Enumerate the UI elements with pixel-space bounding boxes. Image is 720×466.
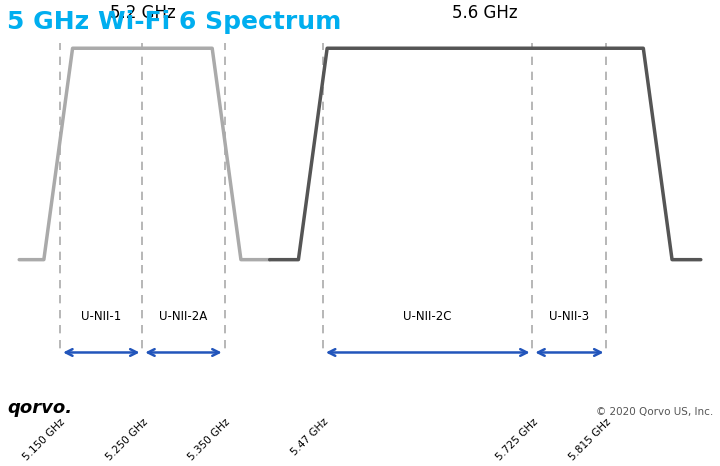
Text: 5 GHz Wi-Fi 6 Spectrum: 5 GHz Wi-Fi 6 Spectrum [7, 10, 341, 34]
Text: 5.725 GHz: 5.725 GHz [494, 417, 539, 463]
Text: 5.47 GHz: 5.47 GHz [289, 417, 330, 458]
Text: qorvo.: qorvo. [7, 399, 72, 417]
Text: 5.815 GHz: 5.815 GHz [568, 417, 613, 463]
Text: U-NII-3: U-NII-3 [549, 310, 590, 323]
Text: U-NII-1: U-NII-1 [81, 310, 122, 323]
Text: 5.250 GHz: 5.250 GHz [104, 417, 150, 462]
Text: 5.350 GHz: 5.350 GHz [186, 417, 232, 462]
Text: 5.150 GHz: 5.150 GHz [22, 417, 68, 462]
Text: 5.2 GHz: 5.2 GHz [109, 5, 175, 22]
Text: U-NII-2C: U-NII-2C [403, 310, 452, 323]
Text: 5.6 GHz: 5.6 GHz [452, 5, 518, 22]
Text: © 2020 Qorvo US, Inc.: © 2020 Qorvo US, Inc. [596, 407, 713, 417]
Text: U-NII-2A: U-NII-2A [159, 310, 207, 323]
